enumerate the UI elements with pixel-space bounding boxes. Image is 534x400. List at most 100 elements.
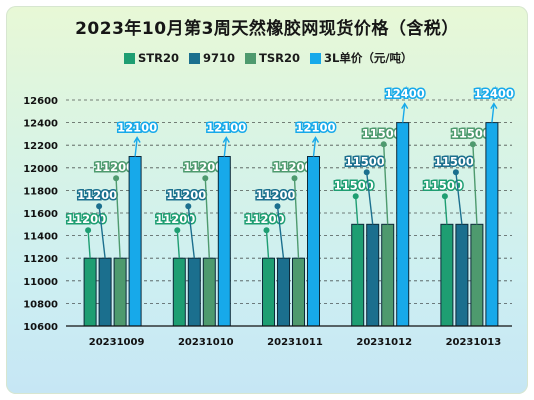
data-label-leader [293, 178, 300, 259]
y-tick-label: 11400 [23, 232, 58, 243]
data-label-arrow [222, 136, 230, 143]
data-label: 12400 [385, 87, 425, 101]
legend-item-9710: 9710 [189, 51, 235, 65]
data-label-dot [96, 203, 103, 210]
data-label-arrow [133, 136, 141, 143]
y-tick-label: 11000 [23, 277, 58, 288]
chart-frame: 2023年10月第3周天然橡胶网现货价格（含税） STR20 9710 TSR2… [6, 6, 528, 394]
bar [202, 257, 216, 327]
data-label: 11500 [362, 126, 402, 140]
data-label-dot [263, 227, 270, 234]
data-label-leader [223, 138, 227, 157]
bar [98, 257, 112, 327]
y-tick-label: 12000 [23, 164, 58, 175]
data-label-dot [352, 193, 359, 200]
y-tick-label: 11200 [23, 254, 58, 265]
legend-label-str20: STR20 [138, 51, 179, 65]
data-label: 11500 [451, 126, 491, 140]
data-label-arrow [311, 136, 320, 143]
legend-label-9710: 9710 [203, 51, 236, 65]
category-label: 20231013 [446, 337, 502, 348]
bar [381, 223, 395, 327]
legend-label-3l: 3L单价（元/吨） [324, 51, 413, 65]
category-label: 20231012 [356, 337, 412, 348]
bar [113, 257, 127, 327]
data-label-dot [452, 169, 459, 176]
legend-swatch-3l [310, 52, 322, 64]
legend-swatch-str20 [124, 52, 135, 64]
data-label-dot [274, 203, 281, 210]
bar [351, 223, 365, 327]
bar [128, 156, 142, 327]
chart-title: 2023年10月第3周天然橡胶网现货价格（含税） [75, 19, 459, 39]
y-tick-label: 11600 [23, 209, 58, 220]
bar [262, 257, 275, 327]
legend-item-str20: STR20 [124, 51, 179, 65]
bar [470, 223, 484, 327]
data-label-leader [276, 206, 285, 259]
bar [292, 257, 305, 327]
data-label-leader [366, 172, 374, 225]
data-label-dot [113, 175, 120, 182]
data-label-leader [402, 104, 406, 123]
y-tick-label: 10800 [23, 299, 58, 310]
data-label: 11500 [334, 178, 374, 192]
category-label: 20231011 [267, 337, 323, 348]
legend-swatch-9710 [189, 52, 200, 64]
y-tick-label: 12600 [23, 96, 58, 107]
data-label-arrow [490, 102, 498, 109]
data-label-leader [204, 178, 210, 259]
data-label: 11500 [423, 178, 463, 192]
data-label-dot [185, 203, 192, 210]
data-label: 11200 [166, 188, 206, 202]
data-label-dot [174, 227, 181, 234]
data-label: 11500 [345, 154, 385, 168]
data-label-leader [87, 230, 91, 259]
data-label-leader [472, 144, 478, 225]
data-label: 11200 [94, 160, 134, 174]
y-tick-label: 12200 [23, 141, 58, 152]
data-label-leader [115, 178, 121, 259]
data-label-dot [441, 193, 448, 200]
data-label: 11200 [255, 188, 295, 202]
bar [455, 223, 469, 327]
data-label-leader [312, 138, 317, 157]
bar [187, 257, 201, 327]
data-label-leader [176, 230, 180, 259]
data-label-leader [98, 206, 106, 259]
data-label-dot [85, 227, 92, 234]
data-label: 12100 [206, 121, 246, 135]
data-label-arrow [401, 102, 409, 109]
data-label-leader [265, 230, 270, 259]
legend-item-3l: 3L单价（元/吨） [310, 50, 413, 66]
data-label: 11200 [272, 160, 312, 174]
data-label-leader [455, 172, 463, 225]
data-label: 11200 [155, 212, 195, 226]
chart-legend: STR20 9710 TSR20 3L单价（元/吨） [124, 50, 413, 66]
data-label-dot [202, 175, 209, 182]
data-label-leader [491, 104, 495, 123]
data-label: 11200 [77, 188, 117, 202]
legend-swatch-tsr20 [245, 52, 257, 64]
data-label: 11200 [183, 160, 223, 174]
bar [83, 257, 97, 327]
bar [172, 257, 186, 327]
legend-item-tsr20: TSR20 [245, 51, 300, 65]
data-label-leader [444, 196, 448, 225]
category-label: 20231010 [178, 337, 234, 348]
data-label-leader [355, 196, 359, 225]
data-label: 11500 [434, 154, 474, 168]
bar [366, 223, 380, 327]
y-tick-label: 11800 [23, 186, 58, 197]
data-label: 11200 [244, 212, 284, 226]
data-label: 12400 [474, 87, 514, 101]
y-tick-label: 12400 [23, 119, 58, 130]
data-label-leader [383, 144, 389, 225]
data-label-dot [363, 169, 370, 176]
bar [396, 122, 410, 327]
legend-label-tsr20: TSR20 [259, 51, 301, 65]
data-label-dot [469, 141, 476, 148]
bar [440, 223, 454, 327]
data-label-dot [380, 141, 387, 148]
